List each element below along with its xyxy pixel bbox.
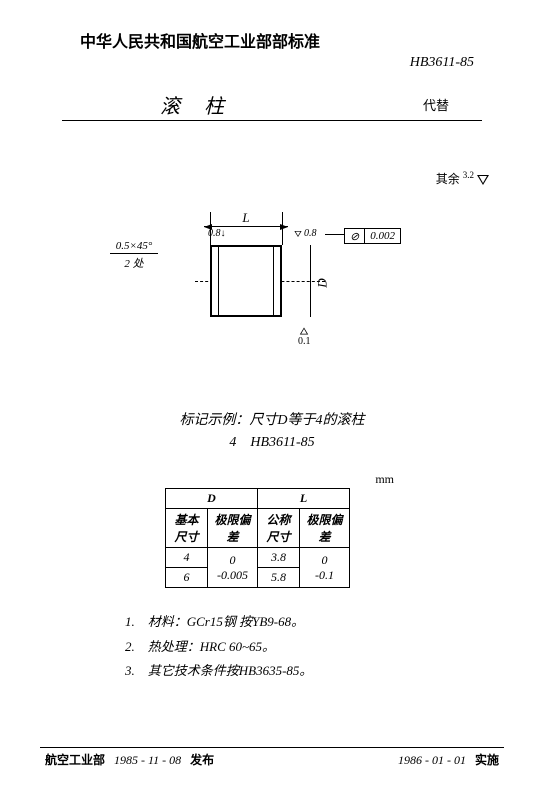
footer-divider xyxy=(40,747,504,748)
cell-l2: 5.8 xyxy=(258,568,300,588)
technical-notes: 1. 材料：GCr15钢 按YB9-68。 2. 热处理：HRC 60~65。 … xyxy=(125,610,312,684)
note-1: 1. 材料：GCr15钢 按YB9-68。 xyxy=(125,610,312,635)
cell-d2: 6 xyxy=(166,568,208,588)
footer: 航空工业部 1985 - 11 - 08 发布 1986 - 01 - 01 实… xyxy=(45,751,499,768)
note-2: 2. 热处理：HRC 60~65。 xyxy=(125,635,312,660)
leader xyxy=(325,234,345,235)
tolerance-symbol: ⊘ xyxy=(345,229,365,243)
chamfer-spec: 0.5×45° xyxy=(110,240,158,252)
chamfer-note: 0.5×45° 2 处 xyxy=(110,240,158,271)
header-nom: 公称尺寸 xyxy=(258,509,300,548)
example-line2: 4 HB3611-85 xyxy=(0,432,544,454)
ext-line xyxy=(282,212,283,245)
dimension-D: D xyxy=(315,278,331,287)
geometric-tolerance-box: ⊘ 0.002 xyxy=(344,228,401,244)
footer-org: 航空工业部 xyxy=(45,753,105,767)
cell-d1: 4 xyxy=(166,548,208,568)
tol-01: 0.1 xyxy=(298,336,311,347)
standard-code: HB3611-85 xyxy=(410,55,474,71)
footer-left-date: 1985 - 11 - 08 xyxy=(114,753,181,767)
tolerance-value: 0.002 xyxy=(365,229,400,243)
cell-tol-d: 0 -0.005 xyxy=(208,548,258,588)
subtitle-replace: 代替 xyxy=(423,95,449,114)
example-line1: 标记示例：尺寸D等于4的滚柱 xyxy=(0,410,544,432)
table-row: 基本尺寸 极限偏差 公称尺寸 极限偏差 xyxy=(166,509,350,548)
header-tol2: 极限偏差 xyxy=(300,509,350,548)
header-tol: 极限偏差 xyxy=(208,509,258,548)
chamfer-count: 2 处 xyxy=(110,255,158,271)
col-header-D: D xyxy=(166,489,258,509)
cell-l1: 3.8 xyxy=(258,548,300,568)
footer-right: 1986 - 01 - 01 实施 xyxy=(392,751,499,768)
surplus-value: 3.2 xyxy=(463,170,474,180)
dimension-D-line xyxy=(310,245,311,317)
technical-drawing: L 0.8↓ 0.8 0.5×45° 2 处 D ⊘ 0.002 0.1 xyxy=(100,200,460,370)
roller-profile xyxy=(210,245,282,317)
surplus-label: 其余 xyxy=(436,172,460,186)
table-row: 4 0 -0.005 3.8 0 -0.1 xyxy=(166,548,350,568)
divider xyxy=(62,120,482,121)
unit-label: mm xyxy=(375,472,394,487)
col-header-L: L xyxy=(258,489,350,509)
dimension-08-left: 0.8↓ xyxy=(208,228,226,239)
marking-example: 标记示例：尺寸D等于4的滚柱 4 HB3611-85 xyxy=(0,410,544,455)
footer-right-date: 1986 - 01 - 01 xyxy=(398,753,466,767)
specification-table: D L 基本尺寸 极限偏差 公称尺寸 极限偏差 4 0 -0.005 3.8 0… xyxy=(165,488,350,588)
header-basic: 基本尺寸 xyxy=(166,509,208,548)
footer-implement: 实施 xyxy=(475,753,499,767)
note-3: 3. 其它技术条件按HB3635-85。 xyxy=(125,659,312,684)
cell-tol-l: 0 -0.1 xyxy=(300,548,350,588)
surface-finish-note: 其余 3.2 xyxy=(436,170,489,187)
document-title: 滚柱 xyxy=(160,90,248,119)
org-header: 中华人民共和国航空工业部部标准 xyxy=(80,28,320,52)
finish-triangle-icon xyxy=(477,175,489,185)
table-row: D L xyxy=(166,489,350,509)
dimension-L: L xyxy=(204,210,288,227)
dimension-08-right: 0.8 xyxy=(292,228,317,239)
footer-publish: 发布 xyxy=(190,753,214,767)
datum-triangle-icon: 0.1 xyxy=(298,325,311,347)
footer-left: 航空工业部 1985 - 11 - 08 发布 xyxy=(45,751,214,768)
